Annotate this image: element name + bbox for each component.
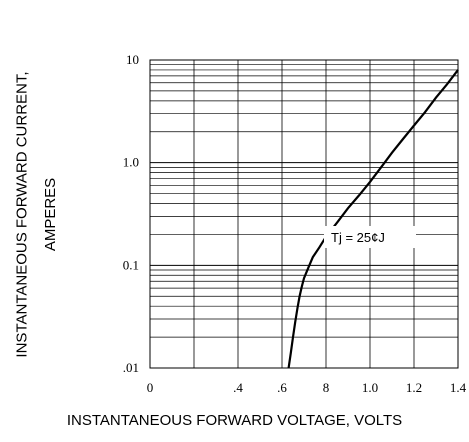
x-tick-label-1: .4 [233, 380, 243, 395]
y-tick-label-3: .01 [123, 360, 139, 375]
x-tick-label-0: 0 [147, 380, 154, 395]
annotation-text: Tj = 25¢J [331, 230, 385, 245]
plot-frame [149, 59, 459, 369]
x-tick-label-6: 1.4 [450, 380, 467, 395]
annotation-box [324, 226, 416, 248]
y-tick-labels: 10 1.0 0.1 .01 [123, 52, 139, 375]
annotation: Tj = 25¢J [324, 226, 416, 248]
y-tick-label-0: 10 [126, 52, 139, 67]
x-tick-label-3: 8 [323, 380, 330, 395]
y-tick-label-1: 1.0 [123, 155, 139, 170]
x-tick-labels: 0 .4 .6 8 1.0 1.2 1.4 [147, 380, 467, 395]
y-tick-label-2: 0.1 [123, 257, 139, 272]
series-line [287, 69, 459, 369]
x-tick-label-2: .6 [277, 380, 287, 395]
x-tick-label-4: 1.0 [362, 380, 378, 395]
x-tick-label-5: 1.2 [406, 380, 422, 395]
horizontal-gridlines [150, 64, 458, 369]
vertical-gridlines [149, 60, 459, 368]
x-axis-label: INSTANTANEOUS FORWARD VOLTAGE, VOLTS [66, 412, 403, 429]
